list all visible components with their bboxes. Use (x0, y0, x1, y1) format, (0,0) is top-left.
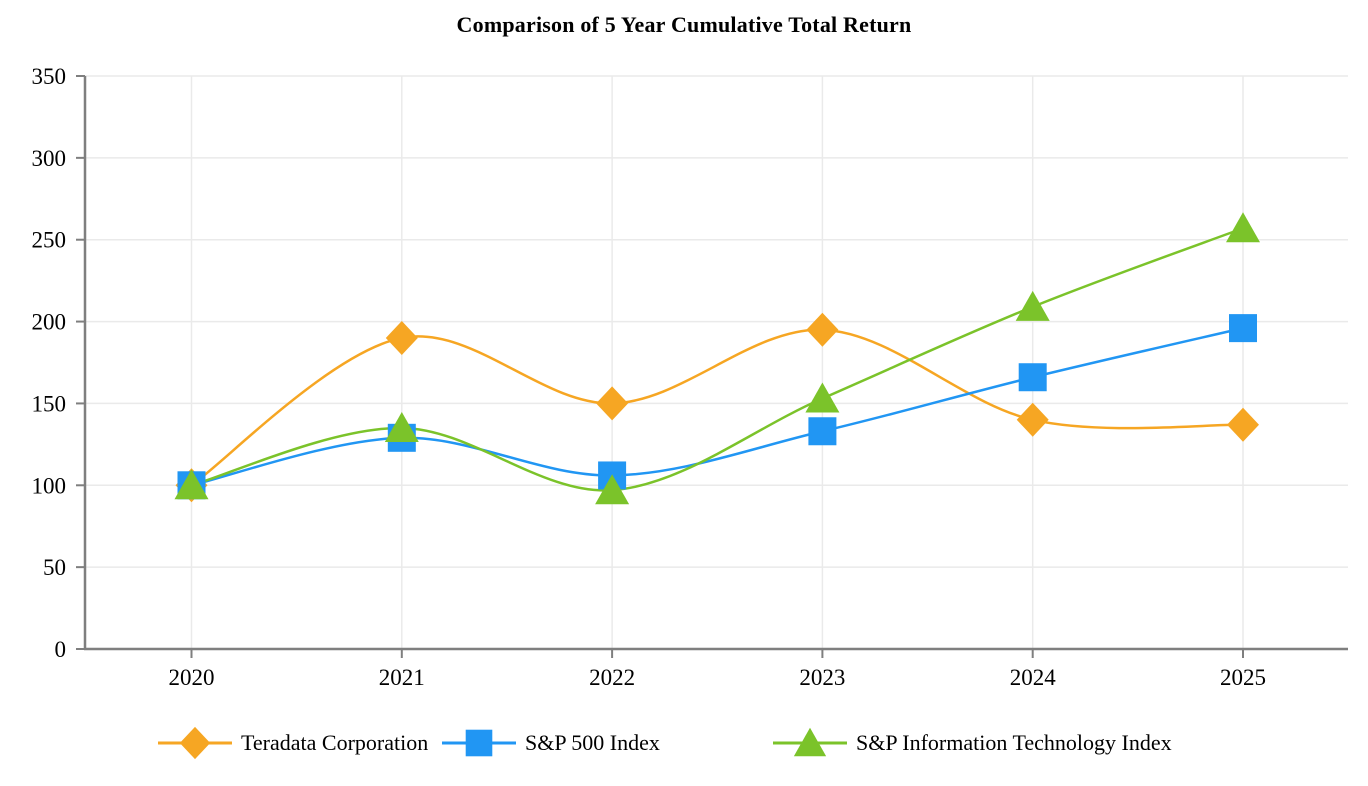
series-line-square (190, 326, 1245, 487)
y-tick-label: 50 (43, 555, 66, 580)
diamond-marker (806, 312, 839, 347)
triangle-marker (174, 469, 209, 500)
series-line-diamond (190, 328, 1245, 487)
x-tick-label: 2025 (1220, 665, 1266, 690)
y-tick-label: 0 (55, 637, 67, 662)
square-marker (1018, 363, 1047, 392)
diamond-marker (385, 320, 418, 355)
y-tick-label: 350 (32, 64, 67, 89)
chart-title: Comparison of 5 Year Cumulative Total Re… (456, 12, 912, 37)
diamond-marker (596, 386, 629, 421)
triangle-marker (1015, 290, 1050, 321)
y-tick-label: 200 (32, 310, 67, 335)
x-tick-label: 2022 (589, 665, 635, 690)
diamond-marker (1016, 402, 1049, 437)
x-tick-label: 2021 (379, 665, 425, 690)
series-line-triangle (190, 227, 1245, 492)
y-tick-label: 250 (32, 228, 67, 253)
y-tick-label: 100 (32, 473, 67, 498)
x-tick-label: 2024 (1010, 665, 1057, 690)
triangle-marker (384, 411, 419, 442)
x-tick-label: 2023 (799, 665, 845, 690)
y-tick-label: 300 (32, 146, 67, 171)
square-marker (1229, 314, 1257, 343)
x-tick-label: 2020 (169, 665, 215, 690)
diamond-marker (1227, 407, 1259, 442)
triangle-marker (595, 474, 630, 505)
y-tick-label: 150 (32, 391, 67, 416)
square-marker (808, 417, 837, 446)
triangle-marker (805, 382, 840, 413)
triangle-marker (1226, 212, 1260, 243)
